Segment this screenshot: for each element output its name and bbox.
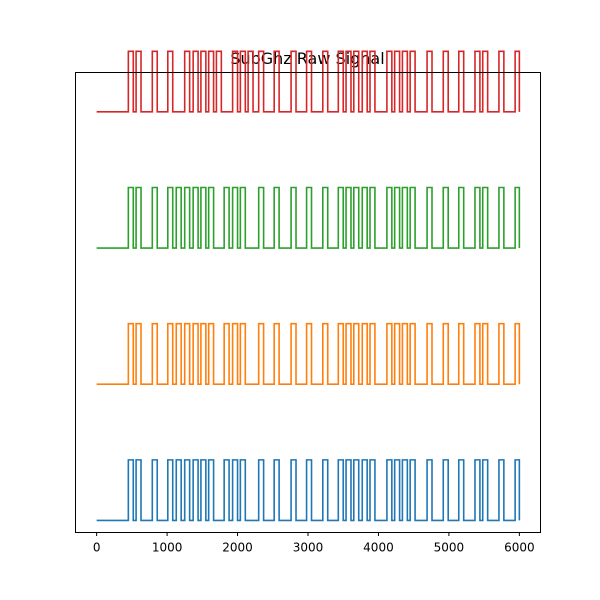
signal-series-2 xyxy=(96,322,521,386)
signal-traces xyxy=(96,50,521,522)
x-tick-label: 2000 xyxy=(222,541,253,555)
x-axis: 0 1000 2000 3000 4000 5000 6000 xyxy=(93,532,535,555)
x-tick-label: 6000 xyxy=(504,541,535,555)
x-tick-label: 5000 xyxy=(434,541,465,555)
signal-series-3 xyxy=(96,186,521,249)
x-tick-label: 0 xyxy=(93,541,101,555)
signal-series-1 xyxy=(96,459,521,522)
plot-frame xyxy=(75,72,541,533)
x-tick-label: 1000 xyxy=(152,541,183,555)
x-tick-label: 4000 xyxy=(363,541,394,555)
signal-series-4 xyxy=(96,50,521,113)
x-tick-label: 3000 xyxy=(293,541,324,555)
